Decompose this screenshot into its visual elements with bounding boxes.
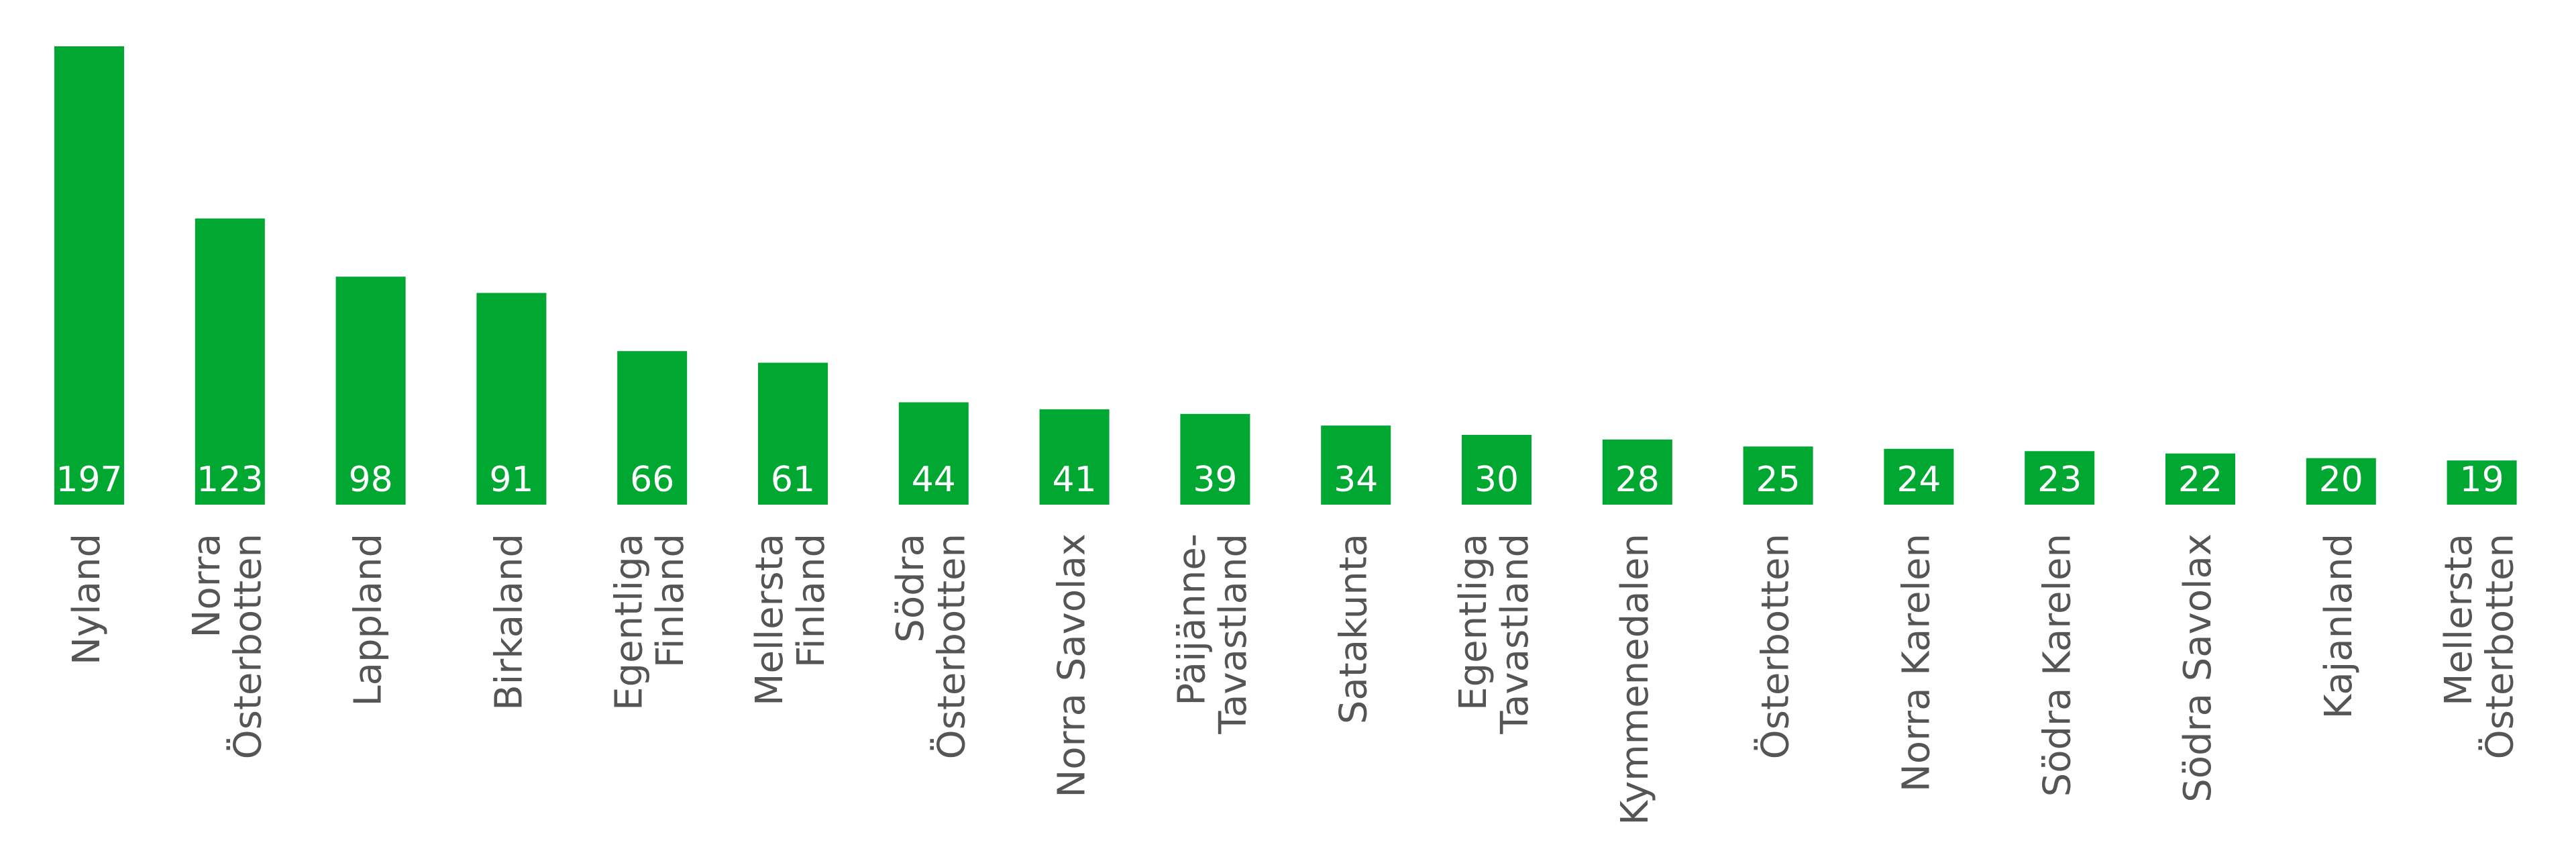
value-label: 197	[56, 460, 122, 500]
bar	[2306, 458, 2376, 505]
bar	[2025, 451, 2095, 505]
bar	[1884, 448, 1954, 505]
category-label: EgentligaFinland	[608, 534, 693, 711]
value-label: 20	[2319, 460, 2363, 500]
category-label: SödraÖsterbotten	[889, 534, 974, 759]
category-label: Lappland	[347, 534, 390, 707]
bar	[617, 351, 688, 505]
category-label: Norra Savolax	[1051, 534, 1094, 798]
category-label: Österbotten	[1754, 534, 1798, 759]
category-label: Satakunta	[1332, 534, 1375, 724]
category-label: EgentligaTavastland	[1452, 534, 1537, 735]
value-label: 23	[2037, 460, 2082, 500]
bar	[2447, 460, 2517, 505]
bar	[1180, 413, 1250, 505]
value-label: 66	[630, 460, 674, 500]
category-label: Kajanland	[2317, 534, 2361, 719]
category-label: Norra Karelen	[1895, 534, 1939, 792]
category-label: Södra Savolax	[2176, 534, 2220, 803]
value-label: 39	[1193, 460, 1237, 500]
bar	[898, 402, 969, 505]
value-label: 25	[1756, 460, 1801, 500]
bar	[1462, 434, 1532, 505]
bar	[758, 362, 828, 505]
value-label: 28	[1615, 460, 1660, 500]
value-label: 34	[1334, 460, 1378, 500]
category-label: Södra Karelen	[2035, 534, 2079, 797]
value-label: 30	[1474, 460, 1519, 500]
bar	[1039, 409, 1110, 505]
value-label: 44	[912, 460, 956, 500]
category-label: MellerstaFinland	[748, 534, 833, 706]
bar	[1743, 446, 1813, 505]
value-label: 98	[349, 460, 393, 500]
value-label: 41	[1053, 460, 1097, 500]
bar	[1602, 439, 1672, 505]
category-label: Päijänne-Tavastland	[1171, 534, 1256, 735]
bar	[335, 276, 406, 505]
value-label: 22	[2178, 460, 2222, 500]
value-label: 61	[771, 460, 815, 500]
value-label: 91	[489, 460, 533, 500]
bar	[54, 46, 124, 505]
category-label: Birkaland	[488, 534, 531, 711]
value-label: 123	[197, 460, 263, 500]
value-label: 19	[2460, 460, 2504, 500]
category-label: NorraÖsterbotten	[185, 534, 270, 759]
bar	[2165, 453, 2235, 505]
category-label: Nyland	[65, 534, 109, 665]
bar	[1321, 425, 1391, 505]
category-label: MellerstaÖsterbotten	[2437, 534, 2522, 759]
category-label: Kymmenedalen	[1613, 534, 1657, 825]
bar	[476, 293, 547, 505]
value-label: 24	[1896, 460, 1941, 500]
bar	[195, 218, 265, 505]
